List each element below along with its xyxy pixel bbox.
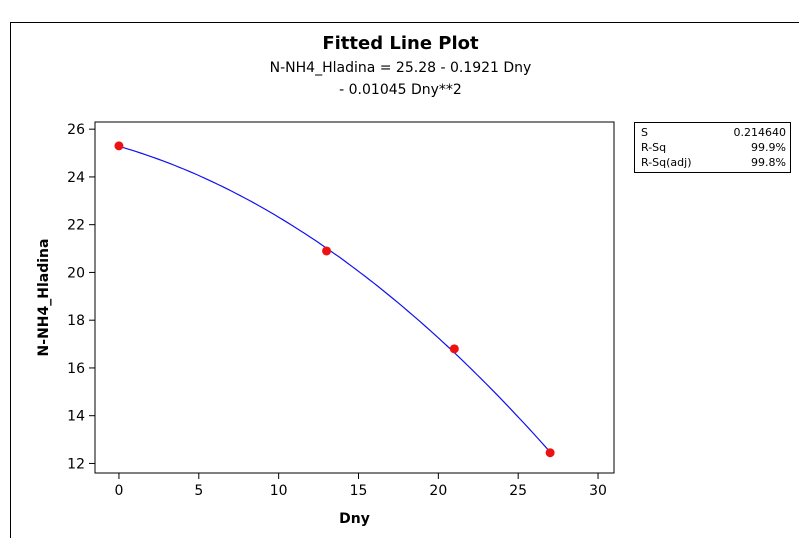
x-axis: 0 5 10 15 20 25 30 (114, 473, 607, 499)
fitted-curve (118, 145, 551, 453)
stat-value: 99.9% (751, 141, 786, 154)
x-tick-label: 25 (509, 483, 527, 499)
stat-label: R-Sq(adj) (641, 156, 692, 169)
y-tick-label: 18 (67, 313, 85, 329)
x-tick-label: 30 (589, 483, 607, 499)
x-tick-label: 20 (429, 483, 447, 499)
data-points (114, 141, 555, 458)
y-tick-label: 26 (67, 122, 85, 138)
x-tick-label: 10 (270, 483, 288, 499)
data-point (322, 246, 332, 256)
y-tick-label: 22 (67, 218, 85, 234)
y-tick-label: 20 (67, 265, 85, 281)
stat-row-r-sq: R-Sq 99.9% (641, 140, 786, 155)
stat-row-r-sq-adj: R-Sq(adj) 99.8% (641, 155, 786, 170)
x-tick-label: 5 (194, 483, 203, 499)
y-axis-label: N-NH4_Hladina (36, 239, 52, 357)
chart-frame (10, 22, 799, 538)
y-axis: 12 14 16 18 20 22 24 26 (67, 122, 95, 472)
y-tick-label: 14 (67, 409, 85, 425)
y-tick-label: 12 (67, 456, 85, 472)
data-point (449, 344, 459, 354)
chart-title: Fitted Line Plot (322, 33, 479, 54)
data-point (114, 141, 124, 151)
x-tick-label: 0 (114, 483, 123, 499)
data-point (545, 448, 555, 458)
x-axis-label: Dny (339, 511, 370, 527)
stat-row-s: S 0.214640 (641, 125, 786, 140)
fit-equation-line-2: - 0.01045 Dny**2 (339, 82, 462, 98)
stat-value: 0.214640 (733, 126, 787, 139)
x-tick-label: 15 (350, 483, 368, 499)
y-tick-label: 24 (67, 170, 85, 186)
fit-equation-line-1: N-NH4_Hladina = 25.28 - 0.1921 Dny (269, 60, 532, 76)
summary-stats-box: S 0.214640 R-Sq 99.9% R-Sq(adj) 99.8% (634, 122, 791, 173)
stat-label: S (641, 126, 648, 139)
y-tick-label: 16 (67, 361, 85, 377)
plot-area (94, 121, 615, 474)
stat-value: 99.8% (751, 156, 786, 169)
stat-label: R-Sq (641, 141, 667, 154)
